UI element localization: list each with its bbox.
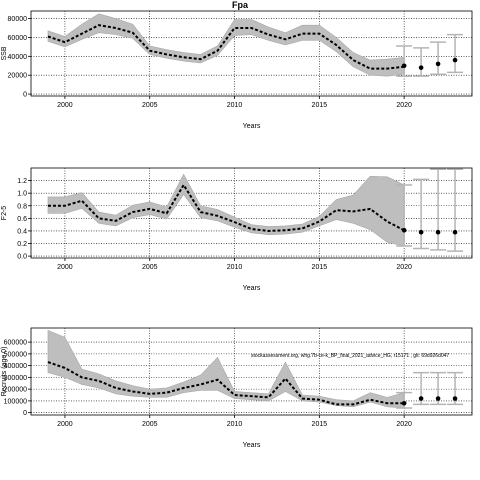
forecast-point — [452, 229, 458, 235]
panel-ssb: 2000 2005 2010 2015 2020 0 20000 40000 60000 8000… — [1, 10, 473, 130]
forecast-point — [401, 63, 407, 69]
watermark-text: stockassessment.org, whg.7b-ce-k_BP_fina… — [251, 353, 449, 359]
forecast-point — [435, 61, 441, 67]
y-tick-label: 0.0 — [17, 254, 27, 261]
x-tick-label: 2005 — [142, 102, 158, 109]
y-tick-label: 20000 — [8, 73, 28, 80]
plot-frame — [30, 10, 473, 97]
y-axis-label: F2-5 — [1, 206, 8, 221]
x-axis-label: Years — [243, 442, 261, 449]
confidence-band — [47, 13, 405, 77]
y-tick-label: 60000 — [8, 35, 28, 42]
forecast-point — [401, 228, 407, 233]
y-tick-label: 0.2 — [17, 241, 27, 248]
x-tick-label: 2000 — [57, 264, 73, 271]
panel-fishing-mortality: 2000 2005 2010 2015 2020 0.0 0.2 0.4 0.6 0.8 1.0 1.… — [1, 167, 473, 292]
estimate-line — [47, 183, 405, 232]
x-tick-label: 2000 — [57, 102, 73, 109]
x-tick-label: 2010 — [227, 421, 243, 428]
y-tick-label: 100000 — [4, 398, 27, 405]
chart-title: Fpa — [232, 0, 249, 10]
forecast-point — [435, 229, 441, 235]
forecast-point — [418, 229, 424, 235]
x-tick-label: 2005 — [142, 264, 158, 271]
y-tick-label: 1.2 — [17, 178, 27, 185]
forecast-point — [418, 396, 424, 401]
y-tick-label: 0 — [23, 410, 27, 417]
forecast-point — [435, 396, 441, 401]
plot-frame — [30, 167, 473, 259]
forecast-point — [401, 400, 407, 406]
forecast-point — [452, 396, 458, 401]
x-axis-label: Years — [243, 285, 261, 292]
y-tick-label: 0 — [23, 92, 27, 99]
estimate-line — [47, 24, 405, 70]
y-tick-label: 0.6 — [17, 216, 27, 223]
x-axis-label: Years — [243, 123, 261, 130]
x-tick-label: 2005 — [142, 421, 158, 428]
x-tick-label: 2010 — [227, 264, 243, 271]
y-tick-label: 300000 — [4, 375, 27, 382]
x-tick-label: 2000 — [57, 421, 73, 428]
panel-recruitment: 2000 2005 2010 2015 2020 0 100000 200000 300000 4… — [1, 327, 473, 449]
confidence-band — [47, 173, 405, 247]
y-tick-label: 500000 — [4, 351, 27, 358]
x-tick-label: 2020 — [396, 102, 412, 109]
y-tick-label: 600000 — [4, 340, 27, 347]
x-tick-label: 2020 — [396, 264, 412, 271]
forecast-point — [452, 57, 458, 63]
y-axis-label: SSB — [1, 46, 8, 60]
plot-frame — [30, 327, 473, 416]
y-tick-label: 40000 — [8, 54, 28, 61]
x-tick-label: 2015 — [312, 102, 328, 109]
y-tick-label: 400000 — [4, 363, 27, 370]
y-tick-label: 0.8 — [17, 203, 27, 210]
y-tick-label: 0.4 — [17, 228, 27, 235]
y-tick-label: 80000 — [8, 16, 28, 23]
x-tick-label: 2010 — [227, 102, 243, 109]
forecast-point — [418, 65, 424, 70]
y-tick-label: 200000 — [4, 387, 27, 394]
x-tick-label: 2020 — [396, 421, 412, 428]
y-tick-label: 1.0 — [17, 191, 27, 198]
x-tick-label: 2015 — [312, 421, 328, 428]
x-tick-label: 2015 — [312, 264, 328, 271]
y-axis-label: Recruits (age 0) — [1, 347, 8, 397]
